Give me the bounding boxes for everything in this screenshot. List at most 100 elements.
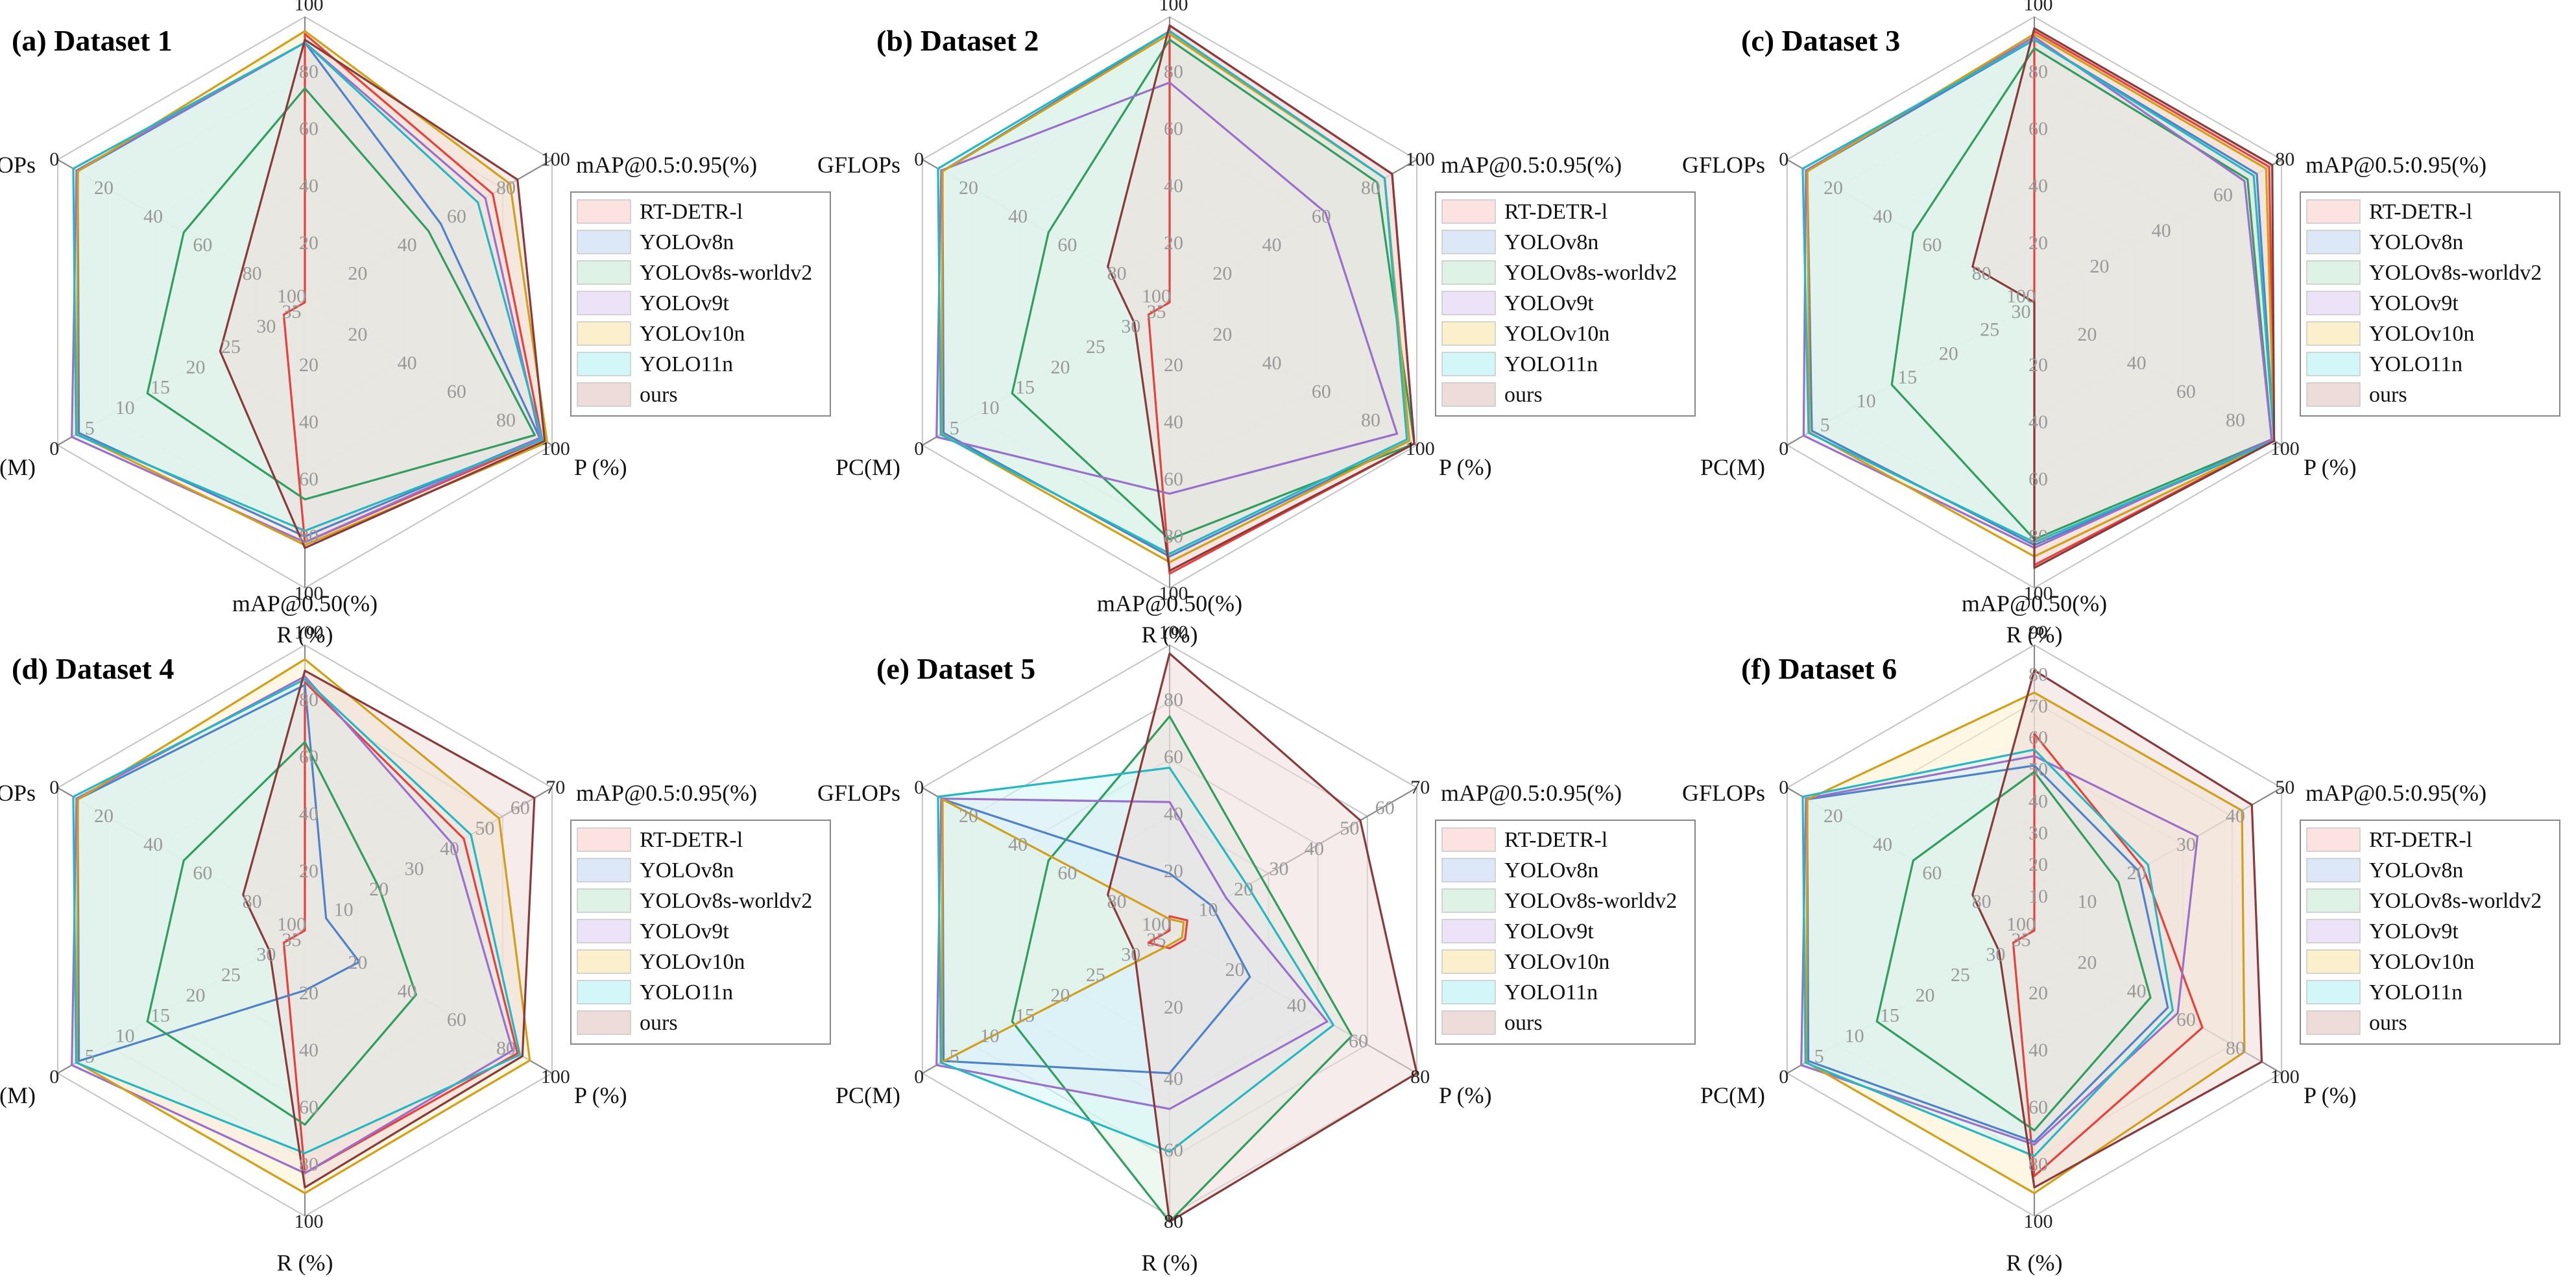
tick-label: 40 (1873, 834, 1892, 855)
tick-label: 20 (2127, 862, 2147, 884)
legend-swatch (2306, 321, 2361, 346)
series-line-yolov10n (1805, 691, 2246, 1195)
radar-panel-1: (a) Dataset 1204060801002040608010020406… (0, 0, 831, 648)
legend-label: YOLOv10n (640, 322, 745, 346)
tick-label: 80 (1361, 177, 1380, 199)
legend-swatch (577, 260, 631, 285)
legend-label: YOLOv8n (1504, 230, 1598, 254)
legend-label: YOLO11n (1504, 980, 1598, 1004)
legend-swatch (577, 291, 631, 315)
legend-label: YOLO11n (640, 352, 733, 376)
series-line-yolov8s-worldv2 (1875, 770, 2152, 1132)
tick-label: 50 (2028, 759, 2048, 781)
legend-label: YOLOv8s-worldv2 (2369, 889, 2542, 913)
legend-swatch (2306, 827, 2361, 852)
tick-label: 15 (1880, 1005, 1899, 1027)
series-fill-ours (1107, 653, 1417, 1222)
tick-label: 20 (2077, 952, 2097, 973)
legend: RT-DETR-l YOLOv8n YOLOv8s-worldv2 YOLOv9t YO… (570, 820, 831, 1045)
tick-label: 100 (295, 622, 324, 643)
legend-swatch (1441, 291, 1496, 315)
tick-label: 100 (295, 0, 324, 15)
tick-label: 40 (1164, 411, 1183, 433)
tick-label: 40 (398, 980, 417, 1002)
tick-label: 80 (496, 1038, 516, 1059)
tick-label: 40 (299, 411, 319, 433)
legend-label: YOLOv8n (640, 230, 734, 254)
legend-label: YOLOv9t (1504, 291, 1594, 315)
tick-label: 20 (1164, 997, 1183, 1018)
legend-swatch (577, 949, 631, 974)
tick-label: 60 (1057, 862, 1077, 884)
tick-label: 20 (2028, 854, 2048, 875)
legend-label: YOLOv8n (2369, 230, 2463, 254)
tick-label: 20 (348, 952, 367, 973)
tick-label: 20 (2028, 982, 2048, 1004)
axis-label: GFLOPs (1682, 152, 1765, 178)
series-layer (935, 652, 1418, 1223)
tick-label: 10 (334, 899, 354, 921)
tick-label: 20 (1824, 177, 1843, 199)
tick-label: 80 (299, 1154, 319, 1175)
legend-label: YOLOv10n (2369, 950, 2474, 974)
tick-label: 40 (143, 206, 163, 227)
legend-swatch (1441, 230, 1496, 254)
tick-label: 100 (2270, 1066, 2300, 1088)
tick-label: 15 (1015, 377, 1035, 398)
series-line-yolo11n (1801, 748, 2174, 1158)
legend-label: ours (1504, 383, 1543, 407)
series-fill-ours (1972, 670, 2262, 1187)
tick-label: 100 (1142, 286, 1171, 307)
tick-label: 80 (1164, 526, 1183, 547)
tick-label: 5 (1814, 1046, 1824, 1067)
tick-label: 40 (2028, 411, 2048, 433)
tick-label: 5 (85, 418, 95, 439)
series-line-yolov9t (71, 675, 514, 1174)
tick-label: 10 (2077, 891, 2097, 912)
tick-label: 0 (914, 438, 924, 459)
legend: RT-DETR-l YOLOv8n YOLOv8s-worldv2 YOLOv9t YO… (2300, 820, 2560, 1045)
axis-label: R (%) (1142, 1250, 1198, 1276)
radar-panel-4: (d) Dataset 4204060801001020304050607020… (0, 590, 831, 1276)
legend-label: YOLO11n (640, 980, 733, 1004)
tick-label: 30 (1986, 943, 2005, 965)
series-fill-ours (220, 40, 545, 548)
series-layer (71, 30, 549, 550)
tick-label: 60 (1922, 234, 1942, 256)
series-line-rt-detr-l (2033, 30, 2276, 566)
axis-label: mAP@0.50(%) (1097, 590, 1242, 616)
tick-label: 100 (2024, 0, 2053, 15)
tick-label: 40 (1164, 1068, 1183, 1089)
tick-label: 25 (1951, 964, 1970, 986)
tick-label: 20 (186, 984, 205, 1006)
series-line-yolov9t (1800, 755, 2199, 1146)
tick-label: 40 (1008, 206, 1028, 227)
tick-label: 50 (1340, 818, 1359, 839)
axis-label: mAP@0.5:0.95(%) (2305, 780, 2486, 806)
axis-label: P (%) (1439, 454, 1492, 480)
tick-label: 30 (2176, 834, 2196, 855)
tick-label: 60 (1349, 1030, 1368, 1052)
axis-label: GFLOPs (0, 780, 36, 806)
tick-label: 80 (2028, 1154, 2048, 1175)
series-layer (71, 658, 536, 1195)
series-line-ours (242, 669, 536, 1189)
axis-label: mAP@0.5:0.95(%) (576, 152, 757, 178)
tick-label: 80 (2028, 61, 2048, 82)
tick-label: 100 (295, 1211, 324, 1232)
tick-label: 80 (496, 409, 516, 431)
axis-label: P (%) (1439, 1082, 1492, 1108)
tick-label: 80 (299, 61, 319, 82)
tick-label: 35 (282, 929, 302, 951)
legend-label: YOLO11n (2369, 352, 2462, 376)
axis-label: R (%) (277, 1250, 333, 1276)
tick-label: 50 (475, 818, 494, 839)
legend-swatch (2306, 230, 2361, 254)
legend-label: RT-DETR-l (640, 200, 743, 224)
tick-label: 60 (1375, 797, 1395, 818)
tick-label: 60 (1164, 746, 1183, 768)
series-line-ours (1971, 27, 2276, 569)
legend-swatch (1441, 260, 1496, 285)
tick-label: 25 (221, 964, 241, 986)
legend: RT-DETR-l YOLOv8n YOLOv8s-worldv2 YOLOv9t YO… (2300, 191, 2560, 417)
